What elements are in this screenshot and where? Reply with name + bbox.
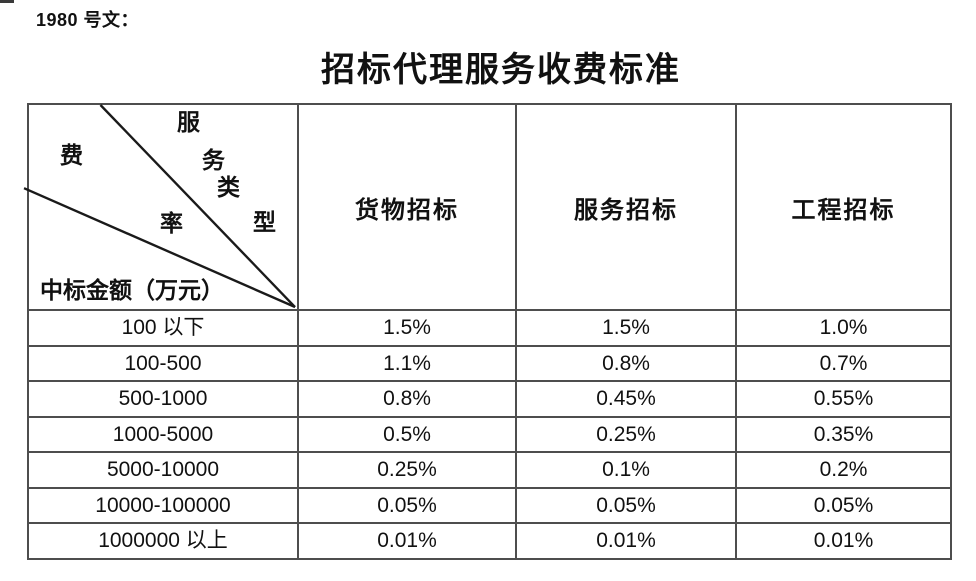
fee-rate-cell: 0.01% bbox=[515, 522, 737, 560]
fee-table: 服 费 务 类 率 型 中标金额（万元） 货物招标 服务招标 工程招标 100 … bbox=[23, 103, 952, 560]
table-row: 100-500 1.1% 0.8% 0.7% bbox=[27, 344, 952, 382]
fee-rate-cell: 0.35% bbox=[735, 415, 952, 453]
fee-rate-cell: 0.8% bbox=[297, 380, 517, 418]
amount-range-cell: 100 以下 bbox=[27, 309, 299, 347]
page-title: 招标代理服务收费标准 bbox=[321, 52, 681, 89]
fee-rate-cell: 0.25% bbox=[515, 415, 737, 453]
fee-rate-cell: 0.45% bbox=[515, 380, 737, 418]
table-row: 10000-100000 0.05% 0.05% 0.05% bbox=[27, 486, 952, 524]
column-header-goods-bidding: 货物招标 bbox=[297, 103, 517, 311]
amount-range-cell: 1000-5000 bbox=[27, 415, 299, 453]
table-row: 1000000 以上 0.01% 0.01% 0.01% bbox=[27, 522, 952, 560]
corner-service-type-char-4: 型 bbox=[253, 210, 276, 235]
column-header-engineering-bidding: 工程招标 bbox=[735, 103, 952, 311]
fee-rate-cell: 1.5% bbox=[515, 309, 737, 347]
fee-rate-cell: 0.25% bbox=[297, 451, 517, 489]
fee-rate-cell: 1.5% bbox=[297, 309, 517, 347]
table-row: 5000-10000 0.25% 0.1% 0.2% bbox=[27, 451, 952, 489]
corner-diagonal-lines-icon bbox=[23, 104, 296, 309]
amount-range-cell: 1000000 以上 bbox=[27, 522, 299, 560]
fee-rate-cell: 0.8% bbox=[515, 344, 737, 382]
table-row: 500-1000 0.8% 0.45% 0.55% bbox=[27, 380, 952, 418]
table-body: 100 以下 1.5% 1.5% 1.0% 100-500 1.1% 0.8% 0.7% 500… bbox=[27, 309, 952, 560]
fee-rate-cell: 0.01% bbox=[735, 522, 952, 560]
corner-header-cell: 服 费 务 类 率 型 中标金额（万元） bbox=[23, 103, 299, 311]
corner-service-type-char-1: 服 bbox=[177, 110, 200, 135]
fee-rate-cell: 0.5% bbox=[297, 415, 517, 453]
fee-rate-cell: 0.01% bbox=[297, 522, 517, 560]
corner-fee-rate-char-1: 费 bbox=[60, 143, 83, 168]
amount-range-cell: 10000-100000 bbox=[27, 486, 299, 524]
table-row: 1000-5000 0.5% 0.25% 0.35% bbox=[27, 415, 952, 453]
amount-range-cell: 5000-10000 bbox=[27, 451, 299, 489]
column-header-service-bidding: 服务招标 bbox=[515, 103, 737, 311]
doc-number-label: 1980 号文： bbox=[36, 10, 140, 30]
fee-rate-cell: 0.55% bbox=[735, 380, 952, 418]
amount-range-cell: 100-500 bbox=[27, 344, 299, 382]
fee-rate-cell: 1.0% bbox=[735, 309, 952, 347]
fee-rate-cell: 0.05% bbox=[297, 486, 517, 524]
corner-service-type-char-2: 务 bbox=[202, 148, 225, 173]
fee-rate-cell: 1.1% bbox=[297, 344, 517, 382]
corner-amount-axis-label: 中标金额（万元） bbox=[40, 278, 224, 303]
fee-rate-cell: 0.05% bbox=[515, 486, 737, 524]
page-edge-artifact bbox=[0, 0, 14, 3]
table-header-row: 服 费 务 类 率 型 中标金额（万元） 货物招标 服务招标 工程招标 bbox=[23, 103, 952, 311]
fee-rate-cell: 0.05% bbox=[735, 486, 952, 524]
fee-rate-cell: 0.7% bbox=[735, 344, 952, 382]
fee-rate-cell: 0.1% bbox=[515, 451, 737, 489]
fee-rate-cell: 0.2% bbox=[735, 451, 952, 489]
corner-fee-rate-char-2: 率 bbox=[160, 211, 183, 236]
amount-range-cell: 500-1000 bbox=[27, 380, 299, 418]
corner-service-type-char-3: 类 bbox=[217, 175, 240, 200]
table-row: 100 以下 1.5% 1.5% 1.0% bbox=[27, 309, 952, 347]
